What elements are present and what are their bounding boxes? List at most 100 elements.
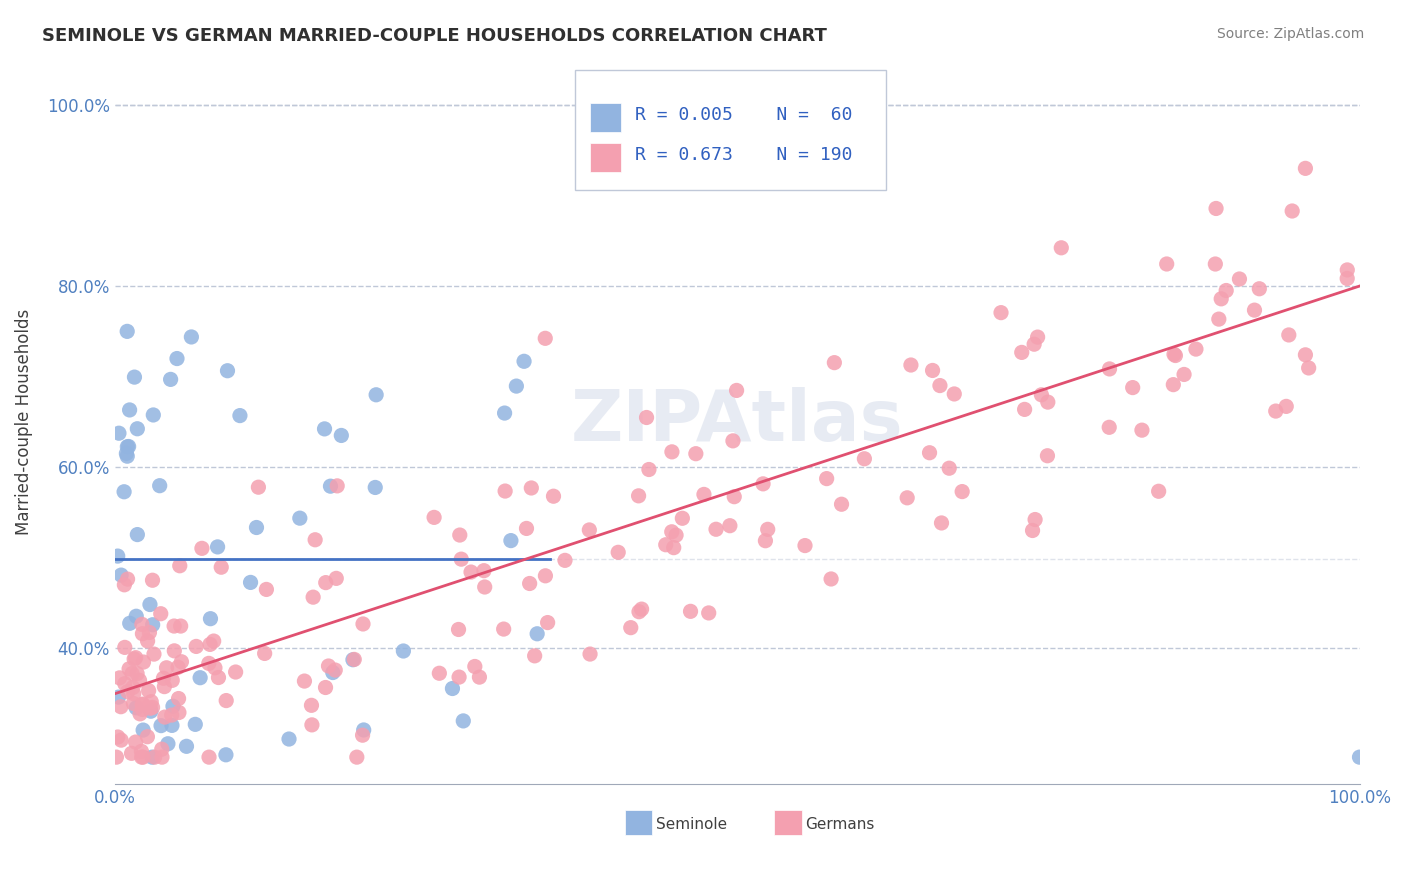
Point (188, 671, 211, 685)
Point (630, 602, 652, 616)
Point (1026, 330, 1049, 344)
Point (515, 521, 537, 535)
Point (131, 626, 153, 640)
Point (1021, 524, 1043, 538)
Point (468, 670, 491, 684)
Point (202, 634, 225, 648)
Point (184, 717, 207, 731)
Point (326, 479, 349, 493)
Point (118, 616, 141, 631)
Point (186, 640, 208, 654)
Point (505, 379, 527, 393)
Point (1294, 161, 1316, 176)
Point (472, 564, 495, 578)
Point (142, 408, 165, 422)
Point (110, 733, 132, 747)
FancyBboxPatch shape (626, 810, 652, 835)
Point (352, 617, 374, 632)
Point (447, 623, 470, 637)
Point (207, 671, 229, 685)
Point (543, 489, 565, 503)
Point (704, 522, 727, 536)
Point (1036, 449, 1059, 463)
Point (167, 691, 190, 706)
Point (534, 569, 557, 583)
Point (492, 622, 515, 636)
FancyBboxPatch shape (575, 70, 887, 190)
Point (166, 351, 188, 366)
Point (990, 305, 1012, 319)
Point (1098, 362, 1121, 376)
Point (1130, 423, 1153, 437)
Point (1215, 284, 1237, 298)
FancyBboxPatch shape (591, 143, 621, 172)
Point (665, 528, 688, 542)
Point (636, 410, 658, 425)
Point (141, 750, 163, 764)
Point (204, 661, 226, 675)
Point (121, 681, 143, 695)
Point (450, 552, 472, 566)
Point (1336, 263, 1358, 277)
Point (108, 426, 131, 441)
Point (278, 732, 301, 747)
Point (794, 539, 817, 553)
Point (536, 615, 558, 630)
Text: SEMINOLE VS GERMAN MARRIED-COUPLE HOUSEHOLDS CORRELATION CHART: SEMINOLE VS GERMAN MARRIED-COUPLE HOUSEH… (42, 27, 827, 45)
Point (823, 356, 845, 370)
Point (114, 676, 136, 690)
Point (247, 480, 270, 494)
Point (169, 619, 191, 633)
Point (449, 528, 471, 542)
Point (207, 540, 229, 554)
Point (105, 750, 128, 764)
Point (578, 523, 600, 537)
Point (1024, 337, 1046, 351)
Point (1264, 404, 1286, 418)
Point (1024, 512, 1046, 526)
Point (159, 372, 181, 386)
Point (156, 737, 179, 751)
Point (136, 634, 159, 648)
Point (217, 364, 239, 378)
Point (215, 693, 238, 707)
Point (427, 666, 450, 681)
Text: ZIPAtlas: ZIPAtlas (571, 387, 904, 457)
Point (121, 747, 143, 761)
Point (149, 478, 172, 492)
Point (163, 644, 186, 658)
Point (122, 652, 145, 666)
Point (423, 510, 446, 524)
Point (112, 484, 135, 499)
Point (453, 714, 475, 728)
Point (474, 580, 496, 594)
Point (167, 660, 190, 674)
Point (638, 462, 661, 476)
Point (513, 354, 536, 368)
Point (107, 690, 129, 705)
Point (125, 609, 148, 624)
Point (1208, 312, 1230, 326)
Point (523, 648, 546, 663)
Point (139, 598, 162, 612)
Point (239, 575, 262, 590)
Point (1163, 347, 1185, 361)
Point (200, 612, 222, 626)
Point (215, 747, 238, 762)
Point (1205, 202, 1227, 216)
Point (117, 684, 139, 698)
Point (820, 572, 842, 586)
Point (141, 695, 163, 709)
Point (685, 447, 707, 461)
Point (325, 571, 347, 585)
Point (132, 697, 155, 711)
Point (364, 480, 387, 494)
Text: Source: ZipAtlas.com: Source: ZipAtlas.com (1216, 27, 1364, 41)
Point (1036, 395, 1059, 409)
Point (150, 750, 173, 764)
Point (142, 617, 165, 632)
Point (315, 681, 337, 695)
Point (294, 674, 316, 689)
Point (1348, 750, 1371, 764)
Point (1163, 377, 1185, 392)
